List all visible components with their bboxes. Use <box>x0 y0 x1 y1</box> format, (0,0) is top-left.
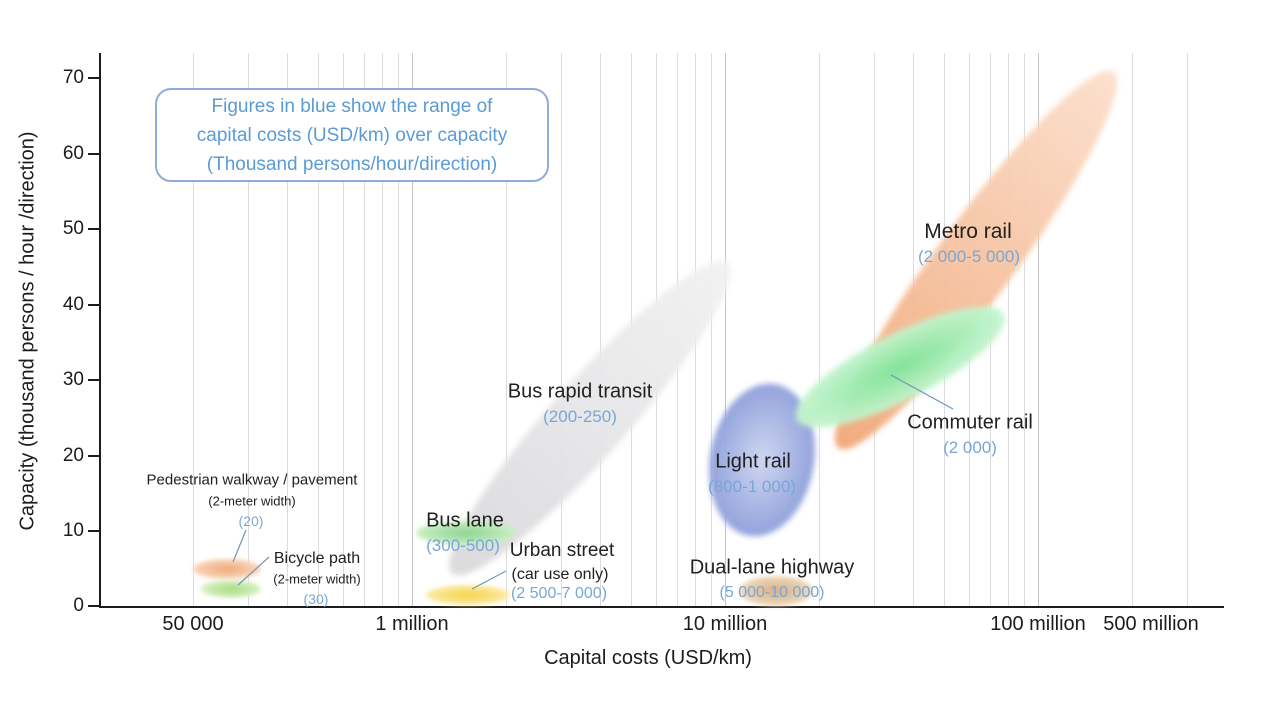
x-tick-label: 10 million <box>682 613 768 635</box>
y-tick-mark <box>88 153 100 155</box>
x-tick-label: 1 million <box>375 613 449 635</box>
gridline <box>1008 53 1009 606</box>
y-tick-mark <box>88 304 100 306</box>
y-tick-label: 0 <box>73 595 84 616</box>
label-dual-lane-highway: Dual-lane highway <box>689 556 855 579</box>
label-light-rail: Light rail <box>715 450 791 473</box>
y-tick-label: 50 <box>62 218 84 239</box>
y-tick-label: 70 <box>62 67 84 88</box>
note-line-1: Figures in blue show the range of <box>211 95 493 117</box>
y-tick-mark <box>88 530 100 532</box>
gridline <box>343 53 344 606</box>
ellipse-bicycle-path <box>201 580 261 598</box>
gridline <box>382 53 383 606</box>
y-tick-mark <box>88 379 100 381</box>
y-tick-mark <box>88 605 100 607</box>
gridline <box>1132 53 1133 606</box>
label-bicycle-path-2: (30) <box>303 591 329 607</box>
gridline <box>398 53 399 606</box>
gridline <box>600 53 601 606</box>
label-light-rail-1: (800-1 000) <box>708 477 796 496</box>
y-tick-mark <box>88 77 100 79</box>
label-urban-street-2: (2 500-7 000) <box>510 585 608 602</box>
gridline <box>193 53 194 606</box>
x-axis-title: Capital costs (USD/km) <box>544 647 752 669</box>
label-dual-lane-highway-1: (5 000-10 000) <box>719 584 825 601</box>
x-tick-label: 100 million <box>990 613 1086 635</box>
gridline <box>287 53 288 606</box>
x-axis-line <box>99 606 1224 608</box>
ellipse-dual-lane-highway <box>739 576 813 606</box>
gridline <box>725 53 726 606</box>
gridline <box>561 53 562 606</box>
label-pedestrian-walkway-1: (2-meter width) <box>208 493 296 509</box>
gridline <box>874 53 875 606</box>
gridline <box>248 53 249 606</box>
label-bus-lane-1: (300-500) <box>426 536 500 555</box>
y-tick-label: 40 <box>62 294 84 315</box>
label-pedestrian-walkway: Pedestrian walkway / pavement <box>146 471 358 489</box>
gridline <box>1024 53 1025 606</box>
y-tick-label: 30 <box>62 369 84 390</box>
label-bicycle-path-1: (2-meter width) <box>273 571 361 587</box>
y-tick-mark <box>88 228 100 230</box>
note-line-3: (Thousand persons/hour/direction) <box>206 153 498 175</box>
gridline <box>364 53 365 606</box>
label-bicycle-path: Bicycle path <box>273 550 361 567</box>
y-axis-title: Capacity (thousand persons / hour /direc… <box>16 131 39 531</box>
label-metro-rail: Metro rail <box>924 220 1012 243</box>
x-tick-label: 500 million <box>1103 613 1199 635</box>
label-commuter-rail: Commuter rail <box>907 411 1033 434</box>
note-box: Figures in blue show the range of capita… <box>155 88 549 182</box>
gridline <box>711 53 712 606</box>
ellipse-urban-street <box>426 585 510 605</box>
label-pedestrian-walkway-2: (20) <box>238 513 264 529</box>
leader-line <box>232 529 247 563</box>
label-urban-street: Urban street <box>509 540 615 561</box>
label-bus-rapid-transit: Bus rapid transit <box>507 380 653 403</box>
gridline <box>819 53 820 606</box>
gridline <box>318 53 319 606</box>
gridline <box>412 53 413 606</box>
gridline <box>1187 53 1188 606</box>
x-tick-label: 50 000 <box>162 613 224 635</box>
ellipse-pedestrian-walkway <box>193 559 261 579</box>
gridline <box>506 53 507 606</box>
label-urban-street-1: (car use only) <box>511 566 609 583</box>
y-tick-mark <box>88 455 100 457</box>
y-tick-label: 20 <box>62 445 84 466</box>
ellipse-bus-lane <box>416 521 516 545</box>
label-bus-rapid-transit-1: (200-250) <box>543 407 617 426</box>
label-bus-lane: Bus lane <box>426 509 504 532</box>
gridline <box>1038 53 1039 606</box>
label-metro-rail-1: (2 000-5 000) <box>917 247 1021 266</box>
label-commuter-rail-1: (2 000) <box>943 438 997 457</box>
note-line-2: capital costs (USD/km) over capacity <box>196 124 508 146</box>
y-tick-label: 10 <box>62 520 84 541</box>
y-axis-line <box>99 53 101 608</box>
y-tick-label: 60 <box>62 143 84 164</box>
